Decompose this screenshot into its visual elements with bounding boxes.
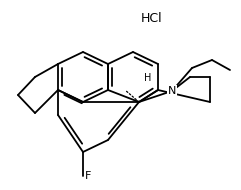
Text: HCl: HCl	[141, 12, 163, 25]
Text: N: N	[168, 86, 176, 96]
Text: H: H	[144, 73, 152, 83]
Text: F: F	[85, 171, 91, 181]
